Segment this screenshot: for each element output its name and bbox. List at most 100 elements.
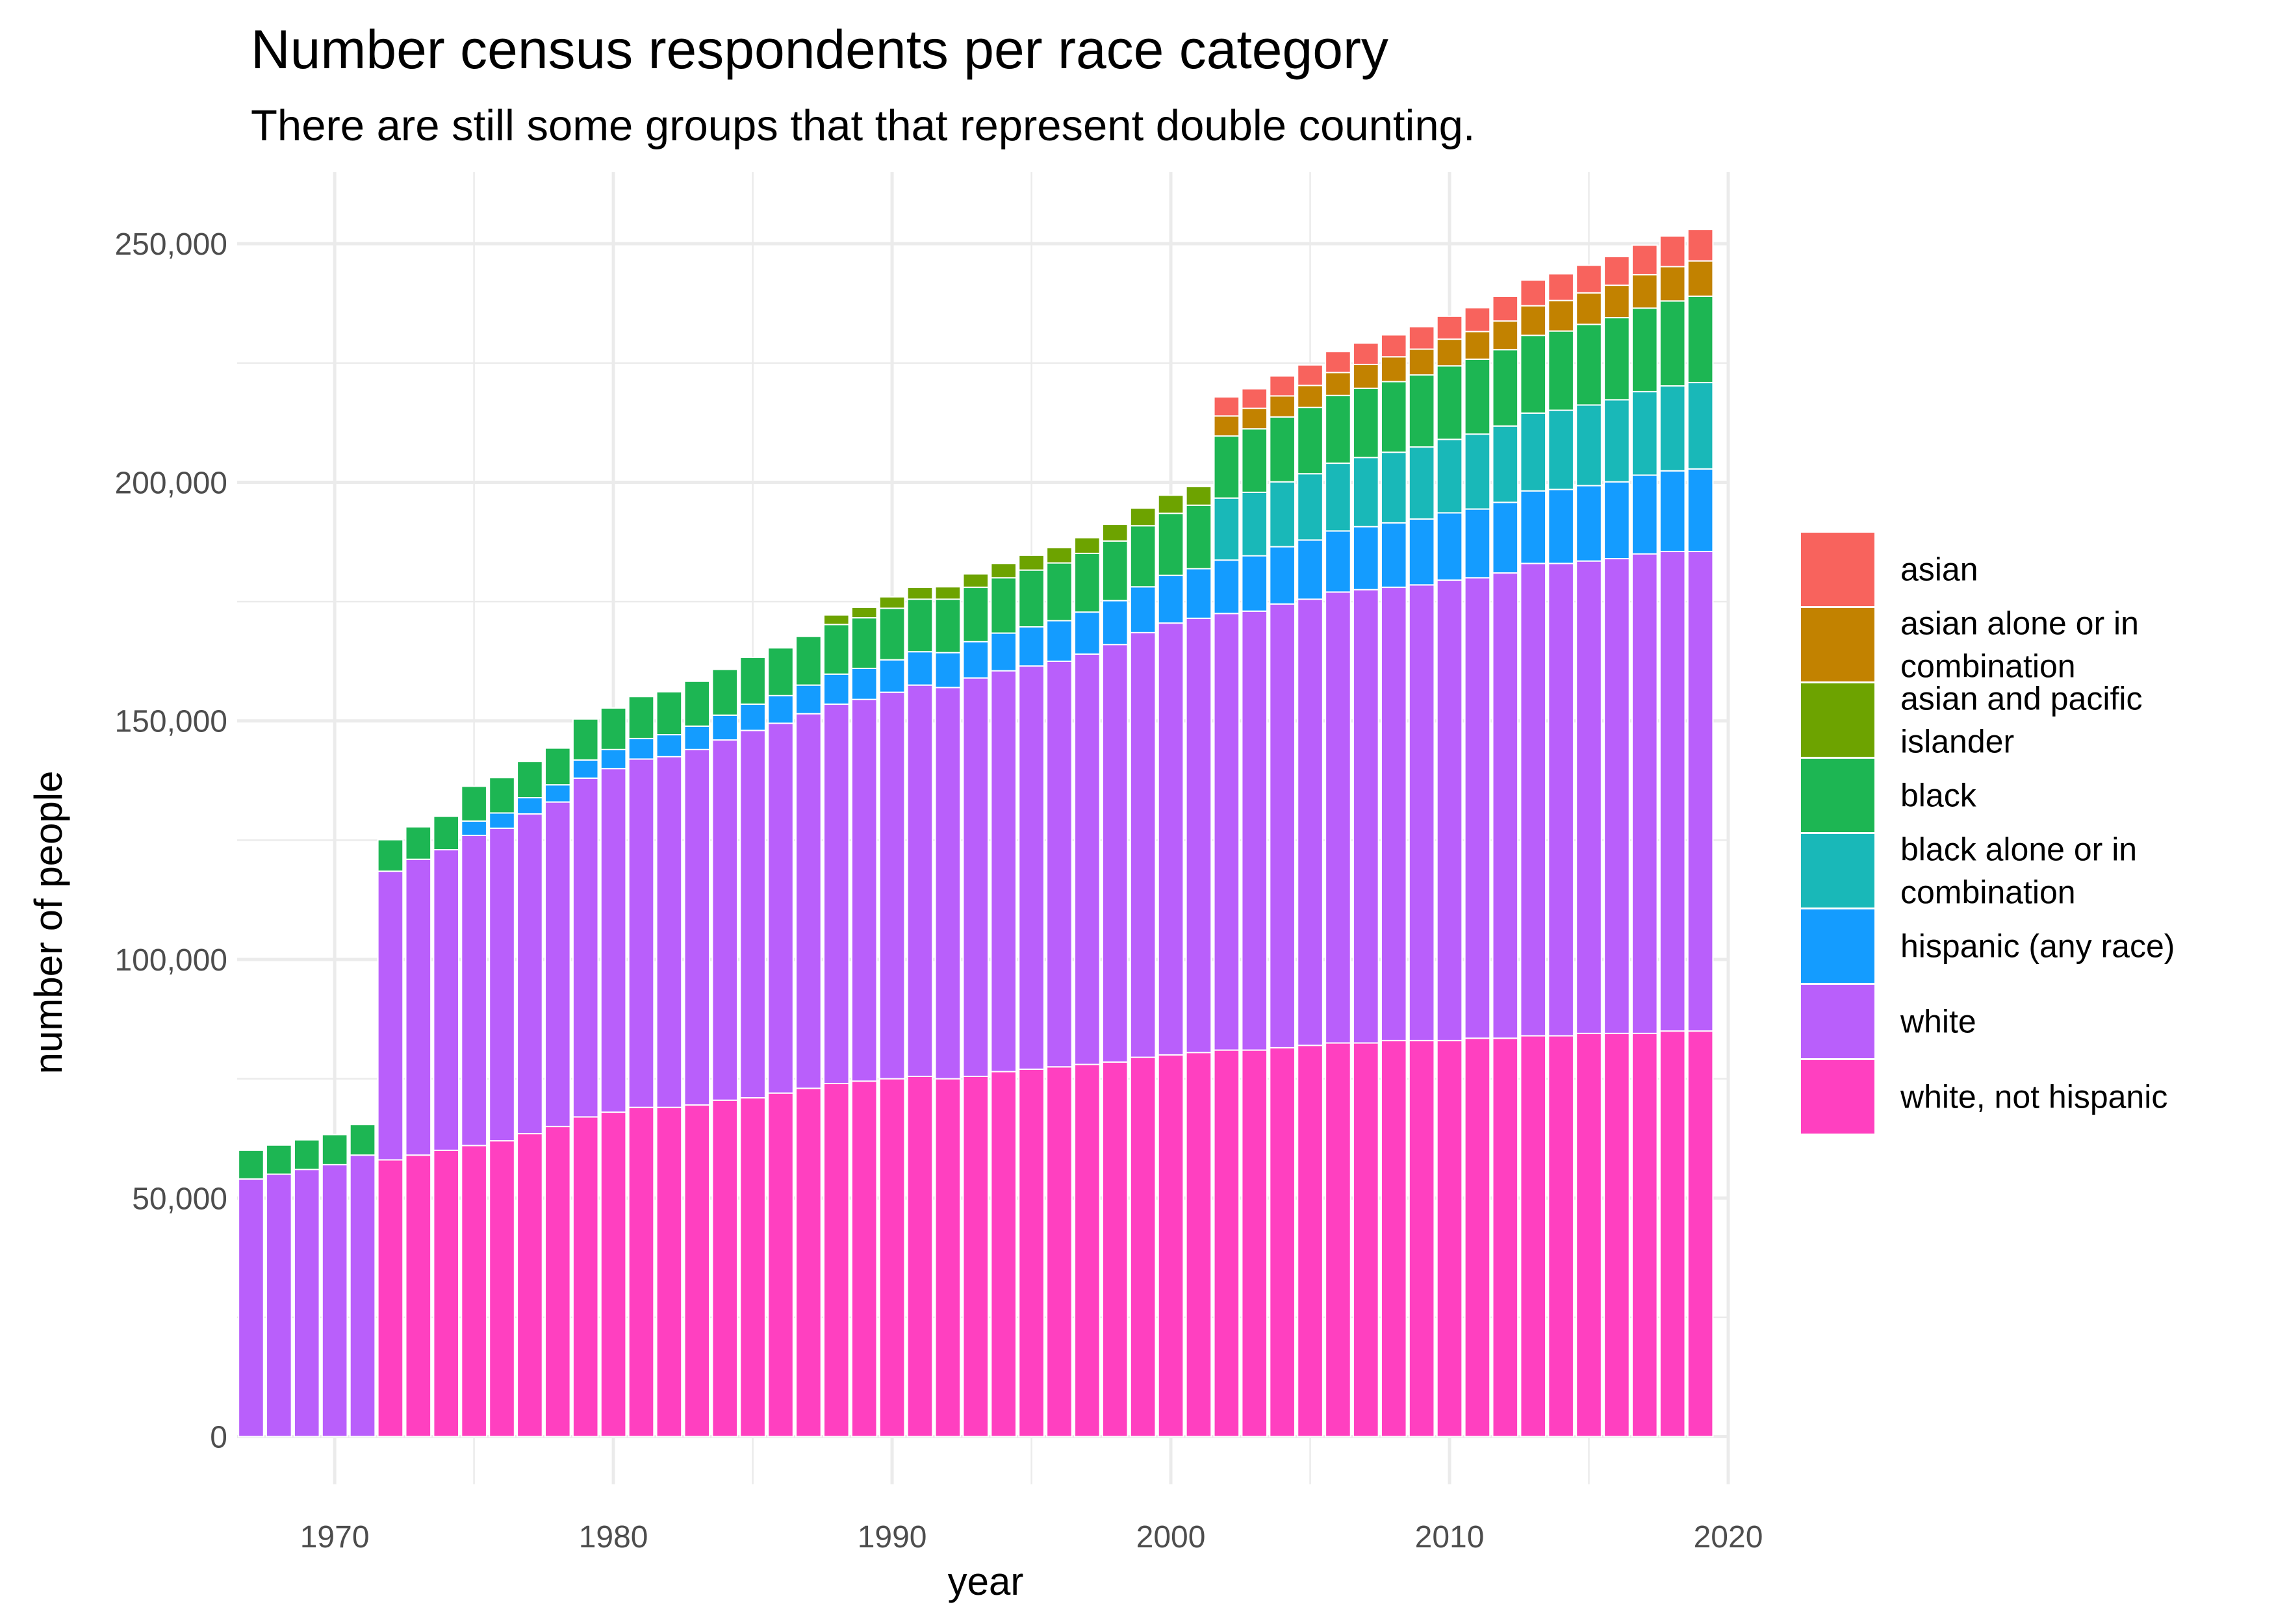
legend-item: black alone or in combination xyxy=(1801,831,2137,911)
legend-item: white xyxy=(1801,985,1976,1058)
bar-segment xyxy=(1269,481,1296,548)
bar-segment xyxy=(683,725,711,750)
bar-segment xyxy=(1380,1039,1407,1438)
bar-segment xyxy=(544,1126,571,1438)
bar-segment xyxy=(1213,497,1240,561)
bar-segment xyxy=(1603,256,1630,286)
bar-segment xyxy=(349,1124,376,1156)
bar-segment xyxy=(962,641,990,679)
bar-segment xyxy=(600,748,627,770)
bar-segment xyxy=(1269,375,1296,397)
bar-segment xyxy=(1436,1039,1463,1438)
bar-segment xyxy=(1520,563,1547,1037)
bar-segment xyxy=(990,577,1017,634)
legend-key xyxy=(1801,1060,1874,1134)
bar-segment xyxy=(1408,374,1435,448)
bar-segment xyxy=(1576,404,1602,487)
bar-segment xyxy=(1631,553,1658,1034)
x-axis-title: year xyxy=(948,1560,1024,1603)
bar-segment xyxy=(1018,569,1045,628)
bar-segment xyxy=(739,657,766,705)
bar-segment xyxy=(906,1075,934,1438)
bar-segment xyxy=(1436,365,1463,440)
bar-segment xyxy=(1548,409,1574,490)
bar-segment xyxy=(906,598,934,653)
bar-segment xyxy=(1548,1035,1574,1438)
bar-segment xyxy=(850,1080,878,1438)
bar-segment xyxy=(934,598,962,653)
legend-key xyxy=(1801,834,1874,907)
legend-label: black alone or in combination xyxy=(1900,831,2137,911)
bar-segment xyxy=(1603,285,1630,319)
bar-segment xyxy=(517,813,543,1135)
bar-segment xyxy=(1241,491,1268,557)
bar-segment xyxy=(683,680,711,727)
bar-segment xyxy=(1603,557,1630,1034)
bar-segment xyxy=(767,647,794,696)
bar-segment xyxy=(962,677,990,1077)
bar-segment xyxy=(1074,537,1101,554)
bar-segment xyxy=(1464,307,1491,333)
bar-segment xyxy=(1297,385,1323,409)
bar-segment xyxy=(1297,407,1323,475)
bar-segment xyxy=(1101,540,1129,602)
bar-segment xyxy=(795,713,822,1089)
bar-segment xyxy=(1241,1049,1268,1438)
legend-item: asian xyxy=(1801,533,1978,606)
bar-segment xyxy=(850,617,878,669)
bar-segment xyxy=(1464,1037,1491,1438)
bar-segment xyxy=(1046,660,1073,1068)
bar-segment xyxy=(461,785,487,822)
legend-label: white xyxy=(1900,1004,1976,1040)
bar-segment xyxy=(962,1075,990,1438)
bar-segment xyxy=(1213,396,1240,417)
bar-segment xyxy=(1576,264,1602,294)
bar-segment xyxy=(1297,473,1323,541)
bar-segment xyxy=(1046,547,1073,564)
x-tick-label: 2020 xyxy=(1694,1520,1763,1554)
bar-segment xyxy=(934,652,962,689)
bar-segment xyxy=(1464,358,1491,435)
bar-segment xyxy=(1353,589,1379,1044)
bar-segment xyxy=(1018,626,1045,667)
bar-segment xyxy=(1492,349,1519,427)
bar-segment xyxy=(489,777,515,814)
bar-segment xyxy=(1631,474,1658,555)
bar-segment xyxy=(823,704,850,1084)
bar-segment xyxy=(1157,494,1184,514)
bar-segment xyxy=(1464,577,1491,1039)
bar-segment xyxy=(266,1144,292,1175)
bar-segment xyxy=(321,1163,348,1438)
bar-segment xyxy=(1185,504,1212,570)
bar-segment xyxy=(1213,415,1240,437)
bar-segment xyxy=(489,1140,515,1438)
legend-label: asian xyxy=(1900,552,1978,588)
x-tick-label: 1970 xyxy=(300,1520,370,1554)
bar-segment xyxy=(1408,325,1435,350)
bar-segment xyxy=(377,839,404,872)
bar-segment xyxy=(1436,579,1463,1041)
bar-segment xyxy=(1436,512,1463,581)
bar-segment xyxy=(1464,331,1491,360)
bar-segment xyxy=(1325,591,1351,1044)
legend-item: black xyxy=(1801,759,1977,832)
bar-segment xyxy=(1269,546,1296,605)
bar-segment xyxy=(1687,550,1714,1032)
bar-segment xyxy=(1576,560,1602,1034)
bar-segment xyxy=(572,759,599,779)
bar-segment xyxy=(1325,463,1351,532)
bar-segment xyxy=(600,1111,627,1438)
bar-segment xyxy=(1269,416,1296,483)
bar-segment xyxy=(1353,364,1379,389)
bar-segment xyxy=(683,1104,711,1438)
bar-segment xyxy=(1325,1042,1351,1438)
bar-segment xyxy=(405,826,432,860)
legend-label: asian alone or in combination xyxy=(1900,605,2139,685)
bar-segment xyxy=(293,1139,320,1171)
bar-segment xyxy=(656,691,683,736)
bar-segment xyxy=(1631,273,1658,309)
bar-segment xyxy=(1101,524,1129,542)
bar-segment xyxy=(878,607,906,661)
legend-key xyxy=(1801,533,1874,606)
